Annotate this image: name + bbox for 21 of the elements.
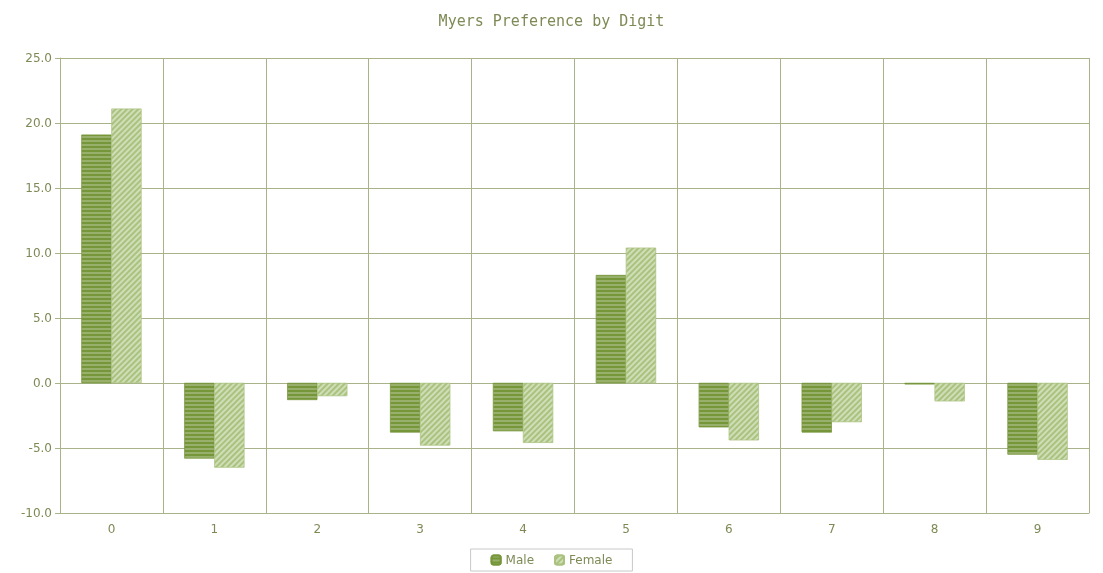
y-tick-label: 10.0 xyxy=(25,246,52,260)
x-tick-label: 5 xyxy=(622,522,630,536)
x-tick-label: 0 xyxy=(107,522,116,536)
y-tick-label: 15.0 xyxy=(25,181,52,195)
x-tick-label: 4 xyxy=(519,522,527,536)
y-tick-label: 20.0 xyxy=(25,116,52,130)
legend-label: Male xyxy=(505,553,535,567)
y-tick-label: 5.0 xyxy=(32,311,52,325)
x-tick-label: 2 xyxy=(313,522,322,536)
x-tick-label: 8 xyxy=(930,522,939,536)
y-tick-label: -5.0 xyxy=(28,441,52,455)
legend-label: Female xyxy=(569,553,613,567)
x-tick-label: 6 xyxy=(725,522,733,536)
chart-title: Myers Preference by Digit xyxy=(438,11,665,30)
y-tick-label: 25.0 xyxy=(25,51,52,65)
y-tick-label: 0.0 xyxy=(32,376,52,390)
x-tick-label: 3 xyxy=(416,522,424,536)
y-tick-label: -10.0 xyxy=(20,506,52,520)
x-tick-label: 1 xyxy=(210,522,219,536)
x-tick-label: 9 xyxy=(1033,522,1042,536)
x-tick-label: 7 xyxy=(827,522,836,536)
